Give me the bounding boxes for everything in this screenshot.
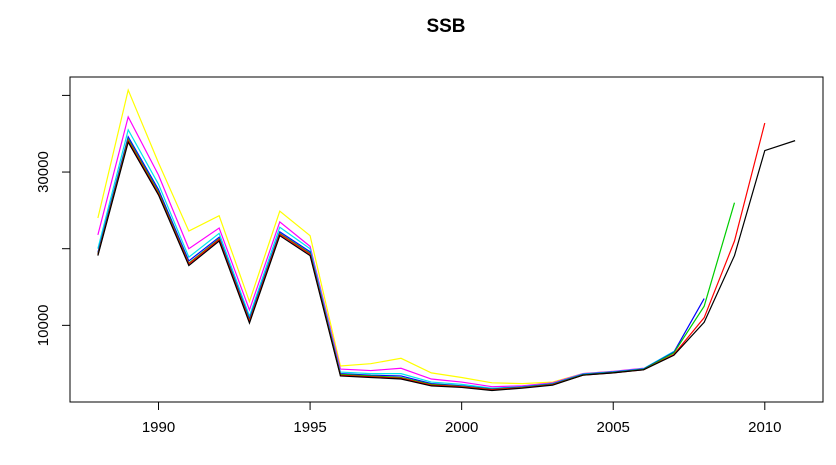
series-line — [97, 88, 614, 385]
series-line — [97, 137, 736, 390]
y-tick-label: 10000 — [35, 304, 52, 346]
x-tick-label: 1995 — [293, 419, 326, 436]
plot-frame — [69, 76, 824, 403]
y-tick-label: 30000 — [35, 151, 52, 193]
series-line — [97, 115, 644, 388]
series-line — [97, 122, 766, 391]
series-line — [97, 140, 796, 392]
x-tick-label: 2000 — [445, 419, 478, 436]
x-tick-label: 2010 — [748, 419, 781, 436]
series-line — [97, 128, 675, 389]
chart-title: SSB — [426, 16, 465, 37]
x-tick-label: 2005 — [597, 419, 630, 436]
x-tick-label: 1990 — [142, 419, 175, 436]
